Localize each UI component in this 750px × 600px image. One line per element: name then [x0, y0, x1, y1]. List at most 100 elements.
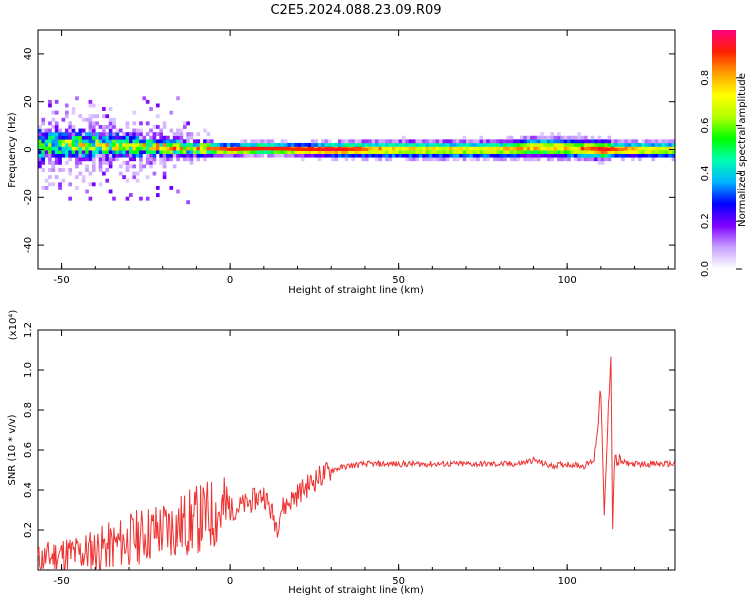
- heatmap-cell: [634, 153, 639, 158]
- heatmap-cell: [169, 110, 174, 115]
- heatmap-cell: [526, 135, 531, 140]
- heatmap-cell: [476, 157, 480, 162]
- y-tick-label: 1.0: [23, 362, 34, 378]
- heatmap-cell: [641, 153, 645, 158]
- heatmap-cell: [560, 150, 565, 154]
- heatmap-cell: [526, 142, 531, 147]
- heatmap-cell: [408, 150, 413, 154]
- heatmap-cell: [61, 146, 66, 151]
- heatmap-cell: [317, 142, 322, 147]
- heatmap-cell: [162, 153, 167, 158]
- heatmap-cell: [139, 196, 143, 201]
- heatmap-cell: [169, 146, 174, 151]
- heatmap-cell: [199, 153, 204, 158]
- heatmap-cell: [108, 150, 113, 154]
- heatmap-cell: [58, 168, 62, 172]
- heatmap-cell: [152, 142, 157, 147]
- heatmap-cell: [226, 150, 231, 154]
- heatmap-cell: [135, 128, 140, 133]
- heatmap-cell: [75, 96, 79, 101]
- heatmap-cell: [189, 135, 194, 140]
- heatmap-cell: [206, 153, 211, 158]
- heatmap-cell: [81, 128, 86, 133]
- heatmap-cell: [432, 142, 436, 147]
- heatmap-cell: [209, 142, 214, 147]
- heatmap-cell: [479, 135, 484, 140]
- heatmap-cell: [75, 135, 79, 140]
- heatmap-cell: [270, 142, 275, 147]
- heatmap-cell: [172, 153, 177, 158]
- heatmap-cell: [58, 139, 62, 144]
- heatmap-cell: [590, 157, 595, 162]
- heatmap-cell: [476, 142, 480, 147]
- heatmap-cell: [452, 146, 457, 151]
- heatmap-cell: [145, 99, 150, 104]
- heatmap-cell: [112, 142, 116, 147]
- heatmap-cell: [85, 168, 89, 172]
- heatmap-cell: [378, 150, 383, 154]
- heatmap-cell: [155, 139, 160, 144]
- heatmap-cell: [260, 142, 265, 147]
- heatmap-cell: [135, 132, 140, 137]
- heatmap-cell: [560, 157, 565, 162]
- heatmap-cell: [152, 125, 157, 129]
- heatmap-cell: [71, 107, 76, 111]
- heatmap-cell: [270, 153, 275, 158]
- heatmap-cell: [102, 114, 106, 119]
- heatmap-cell: [311, 153, 315, 158]
- heatmap-cell: [297, 142, 302, 147]
- heatmap-cell: [567, 139, 571, 144]
- heatmap-cell: [108, 164, 113, 169]
- heatmap-cell: [38, 157, 42, 162]
- heatmap-cell: [102, 107, 106, 111]
- heatmap-cell: [162, 157, 167, 162]
- heatmap-cell: [125, 164, 130, 169]
- heatmap-cell: [142, 96, 147, 101]
- heatmap-cell: [176, 128, 180, 133]
- heatmap-cell: [408, 139, 413, 144]
- heatmap-cell: [48, 142, 52, 147]
- heatmap-cell: [449, 139, 453, 144]
- heatmap-cell: [627, 153, 632, 158]
- heatmap-cell: [311, 150, 315, 154]
- heatmap-cell: [54, 150, 59, 154]
- heatmap-cell: [48, 157, 52, 162]
- heatmap-cell: [563, 142, 568, 147]
- heatmap-cell: [516, 150, 521, 154]
- heatmap-cell: [135, 146, 140, 151]
- heatmap-cell: [476, 150, 480, 154]
- heatmap-cell: [317, 150, 322, 154]
- heatmap-cell: [125, 150, 130, 154]
- heatmap-cell: [621, 157, 625, 162]
- heatmap-cell: [493, 139, 497, 144]
- heatmap-cell: [358, 142, 362, 147]
- heatmap-cell: [486, 150, 490, 154]
- heatmap-cell: [51, 146, 56, 151]
- heatmap-cell: [658, 150, 662, 154]
- colorbar-ticks: 0.0 0.2 0.4 0.6 0.8: [700, 70, 742, 277]
- heatmap-cell: [61, 142, 66, 147]
- heatmap-cell: [499, 146, 504, 151]
- heatmap-cell: [189, 146, 194, 151]
- colorbar: 0.0 0.2 0.4 0.6 0.8 Normalized spectral ampl…: [700, 30, 748, 277]
- heatmap-cell: [486, 157, 490, 162]
- heatmap-cell: [469, 157, 474, 162]
- heatmap-cell: [48, 146, 52, 151]
- heatmap-cell: [246, 153, 251, 158]
- y-tick-label: 1.2: [23, 322, 34, 338]
- heatmap-cell: [38, 160, 42, 165]
- heatmap-cell: [250, 142, 254, 147]
- heatmap-cell: [44, 146, 49, 151]
- heatmap-cell: [661, 150, 666, 154]
- heatmap-cell: [459, 150, 463, 154]
- heatmap-peak-cell: [294, 147, 301, 151]
- heatmap-cell: [182, 150, 187, 154]
- heatmap-cell: [44, 153, 49, 158]
- heatmap-cell: [98, 146, 103, 151]
- heatmap-cell: [48, 175, 52, 180]
- heatmap-cell: [108, 135, 113, 140]
- heatmap-cell: [331, 150, 335, 154]
- heatmap-cell: [95, 114, 99, 119]
- heatmap-cell: [385, 150, 389, 154]
- heatmap-cell: [139, 132, 143, 137]
